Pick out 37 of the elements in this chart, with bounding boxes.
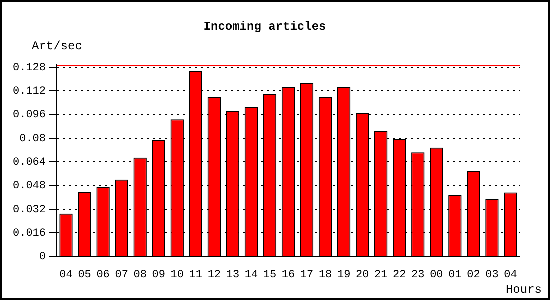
x-tick-label: 13 [226,269,240,282]
y-tick-label: 0.08 [20,133,46,146]
x-tick-label: 07 [115,269,128,282]
y-tick-label: 0.064 [12,156,46,169]
y-tick-label: 0.048 [12,180,46,193]
x-tick-label: 06 [96,269,110,282]
x-tick-label: 16 [282,269,296,282]
y-tick-label: 0.112 [12,86,46,98]
x-tick-label: 17 [300,269,314,282]
x-tick-label: 04 [504,269,518,282]
x-tick-label: 04 [60,269,74,282]
x-tick-label: 00 [430,269,444,282]
x-tick-label: 23 [412,269,425,282]
x-tick-label: 14 [244,269,258,282]
y-axis-title: Art/sec [32,40,82,54]
x-axis-title: Hours [506,283,542,298]
x-tick-label: 12 [208,269,222,282]
x-tick-label: 03 [486,269,499,282]
x-tick-label: 21 [374,269,388,282]
x-tick-label: 01 [448,269,462,282]
y-tick-label: 0.096 [12,110,46,122]
x-tick-label: 15 [263,269,277,282]
y-tick-label: 0.032 [12,204,46,216]
x-tick-label: 11 [189,269,203,282]
x-tick-label: 02 [467,269,480,282]
y-tick-label: 0.128 [12,62,46,74]
x-tick-label: 22 [393,269,406,282]
x-tick-label: 19 [337,269,351,282]
y-tick-label: 0.016 [12,228,46,240]
x-tick-label: 18 [318,269,332,282]
y-tick-label: 0 [39,252,46,264]
x-tick-label: 20 [356,269,370,282]
x-tick-label: 08 [134,269,147,282]
chart-title: Incoming articles [204,20,326,34]
x-tick-label: 05 [78,269,92,282]
x-tick-label: 10 [170,269,184,282]
x-tick-label: 09 [152,269,166,282]
